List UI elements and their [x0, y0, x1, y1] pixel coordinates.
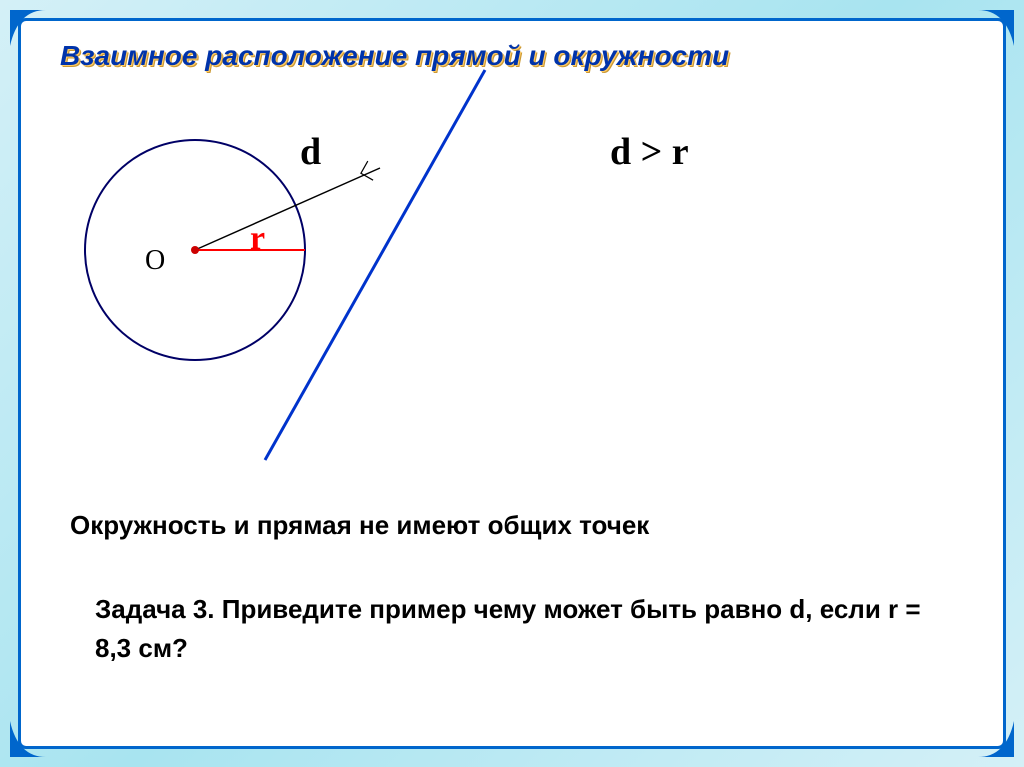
geometry-diagram: O r d d > r	[50, 90, 950, 430]
label-center-O: O	[145, 245, 165, 277]
right-angle-mark	[361, 161, 380, 180]
label-distance-d: d	[300, 130, 321, 174]
corner-decoration-br	[976, 719, 1016, 759]
slide-title: Взаимное расположение прямой и окружност…	[60, 40, 729, 72]
center-point	[191, 246, 199, 254]
inequality-text: d > r	[610, 130, 689, 174]
problem-text: Задача 3. Приведите пример чему может бы…	[95, 590, 944, 668]
secant-line	[265, 70, 485, 460]
distance-line-d	[195, 168, 380, 250]
statement-text: Окружность и прямая не имеют общих точек	[70, 510, 649, 541]
label-radius-r: r	[250, 220, 265, 258]
corner-decoration-bl	[8, 719, 48, 759]
corner-decoration-tr	[976, 8, 1016, 48]
corner-decoration-tl	[8, 8, 48, 48]
